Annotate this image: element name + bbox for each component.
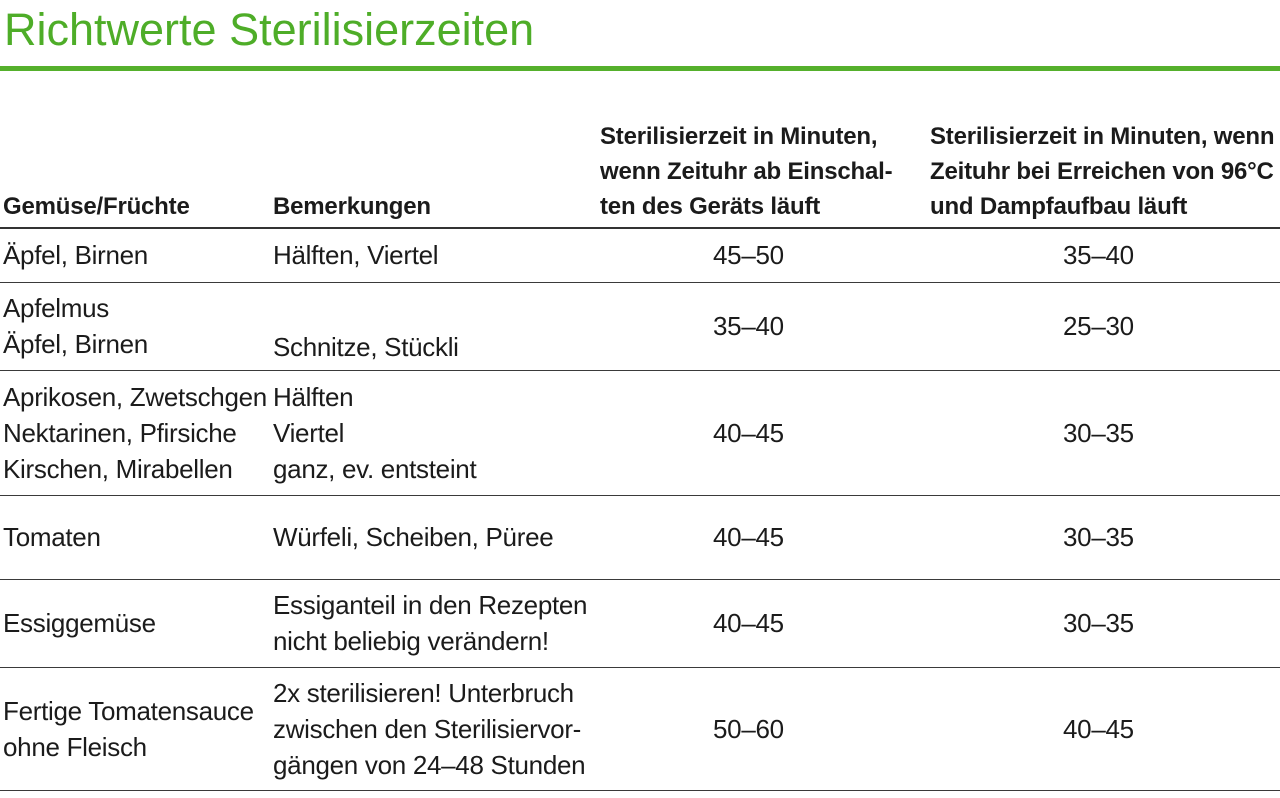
cell-zeit-ab-einschalten: 50–60 bbox=[713, 713, 784, 744]
cell-bemerkungen: Schnitze, Stückli bbox=[273, 331, 459, 362]
table-row: Fertige Tomatensauce ohne Fleisch 2x ste… bbox=[0, 667, 1280, 790]
cell-gemuese: Essiggemüse bbox=[3, 608, 156, 638]
cell-gemuese: Tomaten bbox=[3, 522, 101, 552]
cell-gemuese: Fertige Tomatensauce ohne Fleisch bbox=[3, 695, 254, 762]
header-bemerkungen: Bemerkungen bbox=[273, 71, 600, 229]
cell-zeit-ab-einschalten: 45–50 bbox=[713, 240, 784, 271]
table-header-row: Gemüse/Früchte Bemerkungen Sterilisierze… bbox=[0, 71, 1280, 229]
cell-zeit-ab-96c: 30–35 bbox=[1063, 522, 1134, 552]
cell-zeit-ab-96c: 30–35 bbox=[1063, 608, 1134, 638]
cell-zeit-ab-einschalten: 40–45 bbox=[713, 522, 784, 552]
cell-bemerkungen: Hälften Viertel ganz, ev. entsteint bbox=[273, 381, 477, 484]
cell-zeit-ab-96c: 30–35 bbox=[1063, 417, 1134, 448]
cell-zeit-ab-einschalten: 35–40 bbox=[713, 311, 784, 341]
table-row: Äpfel, Birnen Hälften, Viertel 45–50 35–… bbox=[0, 228, 1280, 282]
table-row: Essiggemüse Essiganteil in den Rezepten … bbox=[0, 579, 1280, 667]
cell-bemerkungen: Würfeli, Scheiben, Püree bbox=[273, 522, 554, 552]
cell-bemerkungen: Hälften, Viertel bbox=[273, 240, 439, 271]
cell-zeit-ab-96c: 40–45 bbox=[1063, 713, 1134, 744]
table-row: Aprikosen, Zwetschgen Nektarinen, Pfirsi… bbox=[0, 370, 1280, 495]
cell-bemerkungen: Essiganteil in den Rezepten nicht belieb… bbox=[273, 590, 588, 656]
cell-gemuese: Apfelmus Äpfel, Birnen bbox=[3, 293, 148, 359]
cell-gemuese: Aprikosen, Zwetschgen Nektarinen, Pfirsi… bbox=[3, 381, 267, 484]
cell-bemerkungen: 2x sterilisieren! Unterbruch zwischen de… bbox=[273, 677, 586, 780]
sterilization-times-table: Gemüse/Früchte Bemerkungen Sterilisierze… bbox=[0, 71, 1280, 791]
page-title: Richtwerte Sterilisierzeiten bbox=[4, 4, 535, 55]
title-rule bbox=[0, 66, 1280, 71]
table-row: Tomaten Würfeli, Scheiben, Püree 40–45 3… bbox=[0, 495, 1280, 579]
header-zeit-ab-96c: Sterilisierzeit in Minuten, wenn Zeituhr… bbox=[930, 71, 1280, 229]
table-row: Apfelmus Äpfel, Birnen Schnitze, Stückli… bbox=[0, 282, 1280, 370]
header-zeit-ab-einschalten: Sterilisierzeit in Minuten, wenn Zeituhr… bbox=[600, 71, 930, 229]
header-gemuese-fruechte: Gemüse/Früchte bbox=[0, 71, 273, 229]
cell-zeit-ab-96c: 35–40 bbox=[1063, 240, 1134, 271]
cell-zeit-ab-einschalten: 40–45 bbox=[713, 608, 784, 638]
cell-zeit-ab-96c: 25–30 bbox=[1063, 311, 1134, 341]
cell-zeit-ab-einschalten: 40–45 bbox=[713, 417, 784, 448]
cell-gemuese: Äpfel, Birnen bbox=[3, 240, 148, 271]
